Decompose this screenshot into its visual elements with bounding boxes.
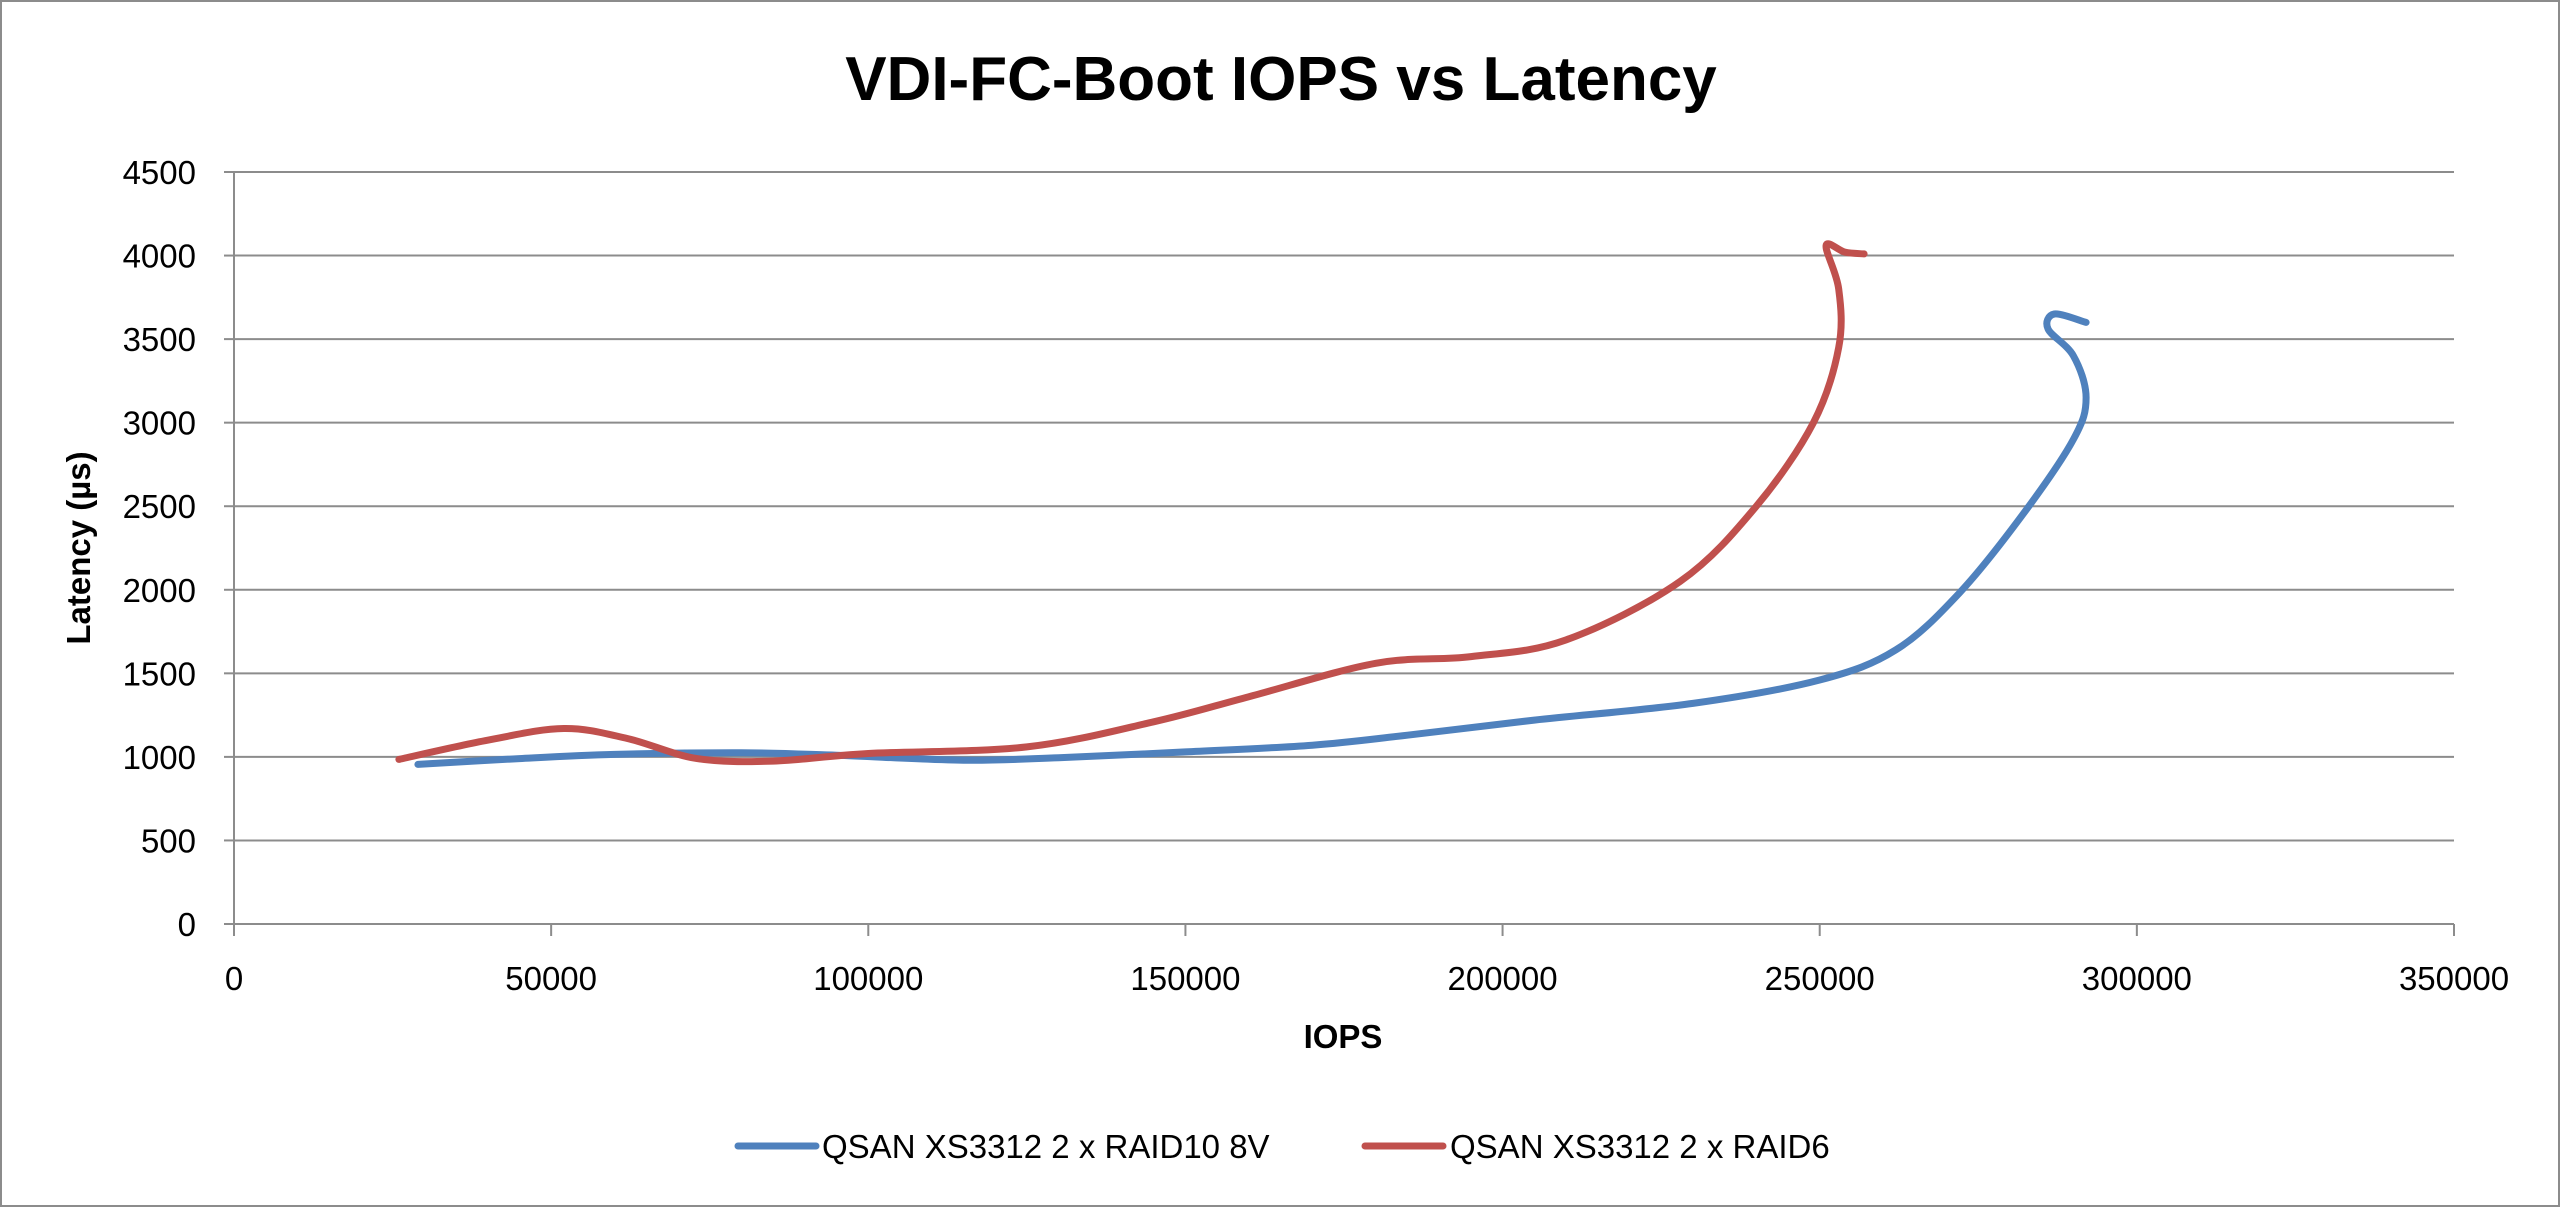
legend-label: QSAN XS3312 2 x RAID10 8V	[822, 1128, 1270, 1165]
axes	[224, 171, 2455, 936]
x-tick-label: 0	[225, 960, 243, 997]
y-tick-label: 500	[141, 822, 196, 859]
tick-labels: 0 500 1000 1500 2000 2500 3000 3500 4000 4500 0 500…	[123, 154, 2509, 997]
x-axis-title: IOPS	[1304, 1018, 1383, 1055]
y-tick-label: 2500	[123, 488, 196, 525]
x-tick-label: 300000	[2082, 960, 2192, 997]
y-tick-label: 4000	[123, 238, 196, 275]
x-tick-label: 100000	[813, 960, 923, 997]
y-tick-label: 4500	[123, 154, 196, 191]
series-line-2	[395, 240, 1868, 766]
x-tick-label: 200000	[1448, 960, 1558, 997]
y-tick-label: 3500	[123, 321, 196, 358]
series-line-1	[414, 310, 2090, 768]
legend: QSAN XS3312 2 x RAID10 8V QSAN XS3312 2 x…	[734, 1128, 1830, 1165]
x-tick-label: 50000	[505, 960, 597, 997]
x-tick-label: 250000	[1765, 960, 1875, 997]
y-axis-title: Latency (µs)	[60, 451, 97, 644]
x-tick-label: 150000	[1130, 960, 1240, 997]
y-tick-label: 1000	[123, 739, 196, 776]
y-tick-label: 3000	[123, 405, 196, 442]
x-tick-label: 350000	[2399, 960, 2509, 997]
y-tick-label: 0	[178, 906, 196, 943]
legend-label: QSAN XS3312 2 x RAID6	[1450, 1128, 1830, 1165]
y-tick-label: 2000	[123, 572, 196, 609]
chart-title: VDI-FC-Boot IOPS vs Latency	[845, 45, 1717, 114]
series-lines	[395, 240, 2090, 768]
y-tick-label: 1500	[123, 655, 196, 692]
